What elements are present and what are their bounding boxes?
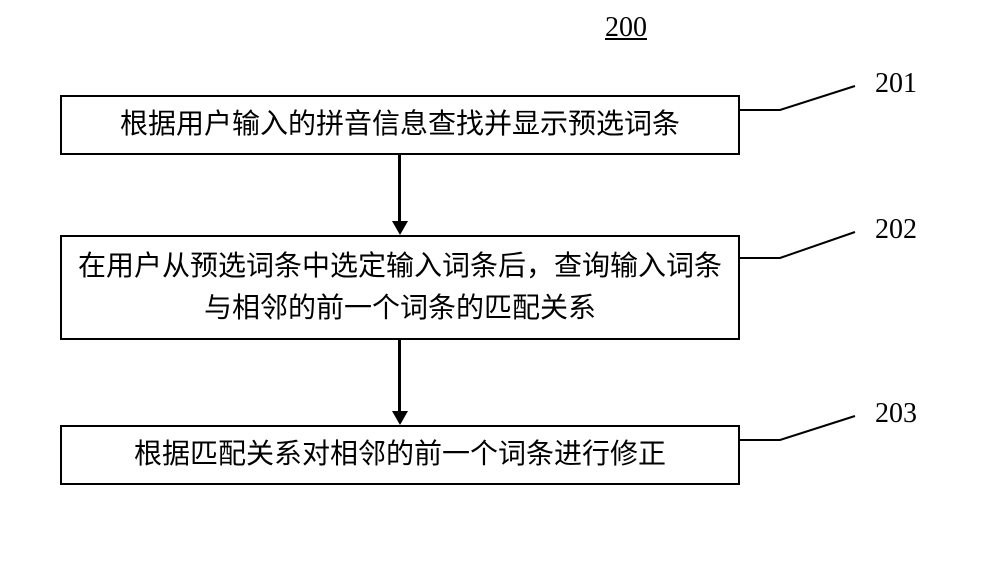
arrow-line-1	[398, 340, 401, 411]
arrow-head-1	[392, 411, 408, 425]
step-label-203: 203	[875, 398, 917, 430]
flowchart-step-202: 在用户从预选词条中选定输入词条后，查询输入词条与相邻的前一个词条的匹配关系	[60, 235, 740, 340]
flowchart-diagram: 200 根据用户输入的拼音信息查找并显示预选词条在用户从预选词条中选定输入词条后…	[0, 0, 1000, 580]
flowchart-step-201: 根据用户输入的拼音信息查找并显示预选词条	[60, 95, 740, 155]
figure-number: 200	[605, 12, 647, 44]
arrow-head-0	[392, 221, 408, 235]
step-label-202: 202	[875, 214, 917, 246]
step-label-201: 201	[875, 68, 917, 100]
flowchart-step-203: 根据匹配关系对相邻的前一个词条进行修正	[60, 425, 740, 485]
arrow-line-0	[398, 155, 401, 221]
